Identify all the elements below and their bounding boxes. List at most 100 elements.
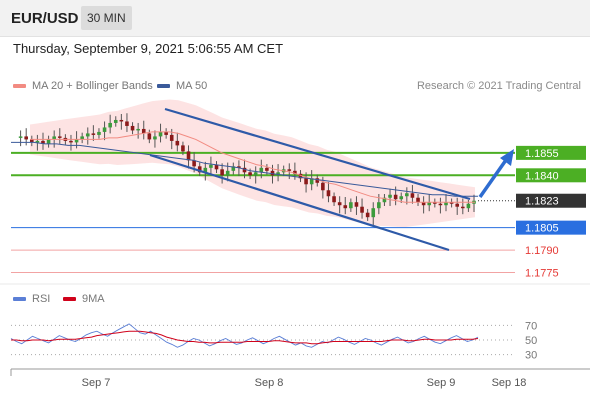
- candle-body: [270, 170, 275, 176]
- candle-body: [130, 125, 135, 131]
- interval-selector[interactable]: 30 MIN: [81, 6, 132, 30]
- candle-body: [91, 133, 96, 135]
- candle-body: [225, 170, 230, 176]
- candle-body: [427, 202, 432, 206]
- rsi-tick-50: 50: [525, 335, 537, 347]
- candle-body: [108, 122, 112, 128]
- candle-body: [85, 133, 90, 137]
- resistance-label-bg-1-1840: [516, 168, 586, 183]
- candle-body: [169, 134, 174, 141]
- candle-body: [57, 136, 62, 138]
- candle-body: [46, 139, 51, 144]
- candle-body: [377, 202, 381, 209]
- candle-body: [371, 208, 376, 218]
- candle-body: [287, 169, 292, 171]
- candle-body: [343, 205, 348, 209]
- candle-body: [102, 127, 107, 132]
- candle-body: [315, 178, 320, 183]
- candle-body: [399, 196, 404, 200]
- candle-body: [136, 128, 140, 131]
- candle-body: [265, 167, 269, 171]
- rsi-line: [10, 323, 479, 348]
- candle-body: [164, 131, 168, 135]
- candle-body: [29, 139, 34, 143]
- candle-body: [125, 121, 129, 126]
- timestamp: Thursday, September 9, 2021 5:06:55 AM C…: [13, 41, 284, 56]
- candle-body: [24, 136, 28, 140]
- candle-body: [220, 169, 224, 176]
- chart-header: EUR/USD 30 MIN: [0, 0, 590, 37]
- candle-body: [309, 178, 314, 185]
- legend-ma20-label: MA 20 + Bollinger Bands: [32, 80, 153, 92]
- rsi-tick-70: 70: [525, 320, 537, 332]
- pivot-label: 1.1805: [525, 223, 559, 235]
- candle-body: [382, 197, 387, 203]
- candle-body: [119, 119, 124, 122]
- candle-body: [147, 133, 152, 140]
- forecast-arrow: [478, 158, 508, 199]
- candle-body: [35, 140, 40, 143]
- candle-body: [444, 202, 448, 206]
- legend-ma50-label: MA 50: [176, 80, 208, 92]
- resistance-label-bg-1-1855: [516, 145, 586, 160]
- candle-body: [74, 139, 79, 143]
- candle-body: [209, 164, 213, 168]
- candle-body: [326, 190, 331, 197]
- legend-rsi-label: RSI: [32, 293, 51, 305]
- candle-body: [248, 172, 252, 176]
- legend-rsi: RSI: [13, 293, 50, 305]
- legend-rsi-swatch: [13, 297, 26, 302]
- candle-body: [197, 166, 202, 173]
- support-label-1-1775: 1.1775: [525, 268, 559, 280]
- legend-ma50: MA 50: [157, 80, 207, 92]
- candle-body: [141, 128, 146, 134]
- forecast-arrowhead: [500, 149, 514, 166]
- x-tick-label-3: Sep 18: [492, 377, 527, 389]
- x-tick-label-2: Sep 9: [427, 377, 456, 389]
- candle-body: [304, 178, 308, 185]
- instrument-symbol: EUR/USD: [11, 10, 79, 27]
- candle-body: [52, 136, 56, 140]
- candle-body: [231, 166, 236, 171]
- candle-body: [421, 202, 426, 206]
- candle-body: [80, 136, 84, 140]
- current-price-label: 1.1823: [525, 196, 559, 208]
- candle-body: [449, 202, 454, 204]
- candle-body: [349, 202, 353, 209]
- candle-body: [259, 167, 264, 173]
- pivot-label-bg: [516, 220, 586, 235]
- candle-body: [203, 167, 208, 173]
- candle-body: [298, 173, 303, 179]
- candle-body: [192, 160, 196, 167]
- rsi-tick-30: 30: [525, 350, 537, 362]
- legend-9ma: 9MA: [63, 293, 105, 305]
- legend-ma20-swatch: [13, 84, 26, 89]
- research-credit: Research © 2021 Trading Central: [416, 80, 581, 92]
- legend-ma20: MA 20 + Bollinger Bands: [13, 80, 153, 92]
- candle-body: [410, 193, 415, 198]
- candle-body: [365, 212, 370, 218]
- candle-body: [321, 182, 325, 191]
- support-label-1-1790: 1.1790: [525, 245, 559, 257]
- ma20-line: [30, 131, 475, 203]
- candle-body: [466, 203, 471, 209]
- rsi-9ma-line: [11, 330, 479, 345]
- candle-body: [69, 140, 73, 143]
- resistance-label-1-1855: 1.1855: [525, 148, 559, 160]
- candle-body: [388, 194, 392, 198]
- candle-body: [461, 206, 465, 209]
- candle-body: [18, 136, 23, 138]
- candle-body: [360, 206, 364, 213]
- resistance-label-1-1840: 1.1840: [525, 170, 559, 182]
- channel-upper-line: [164, 107, 471, 201]
- candle-body: [186, 151, 191, 161]
- candle-body: [214, 164, 219, 170]
- legend-9ma-label: 9MA: [82, 293, 105, 305]
- candle-body: [158, 131, 163, 137]
- x-tick-label-1: Sep 8: [255, 377, 284, 389]
- candle-body: [237, 166, 241, 168]
- x-tick-label-0: Sep 7: [82, 377, 111, 389]
- candle-body: [41, 140, 45, 144]
- candle-body: [293, 170, 297, 174]
